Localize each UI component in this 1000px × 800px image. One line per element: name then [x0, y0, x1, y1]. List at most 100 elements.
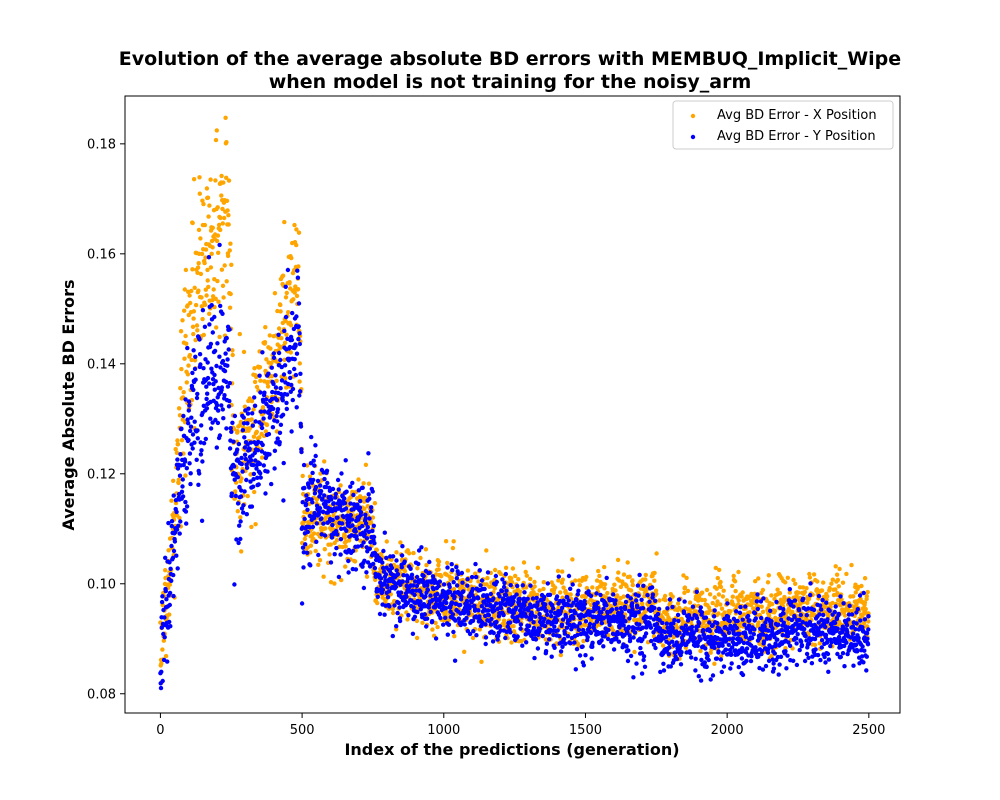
data-point	[184, 466, 189, 471]
data-point	[706, 657, 711, 663]
data-point	[252, 403, 258, 408]
data-point	[806, 596, 812, 602]
data-point	[179, 438, 185, 443]
data-point	[292, 222, 297, 228]
data-point	[191, 177, 197, 182]
data-point	[301, 462, 307, 468]
data-point	[754, 599, 760, 604]
data-point	[242, 445, 248, 450]
data-point	[641, 583, 646, 588]
data-point	[846, 617, 851, 622]
data-point	[507, 591, 513, 597]
data-point	[804, 651, 810, 657]
data-point	[184, 380, 189, 385]
data-point	[705, 653, 710, 659]
data-point	[218, 215, 223, 221]
data-point	[630, 578, 635, 583]
data-point	[206, 214, 211, 219]
data-point	[636, 610, 641, 615]
data-point	[637, 572, 642, 578]
data-point	[809, 661, 815, 666]
data-point	[237, 331, 242, 337]
data-point	[276, 326, 282, 331]
data-point	[841, 601, 846, 606]
data-point	[366, 451, 371, 456]
data-point	[361, 540, 366, 545]
data-point	[501, 584, 507, 590]
data-point	[503, 592, 509, 598]
data-point	[366, 492, 371, 497]
data-point	[197, 191, 202, 196]
data-point	[342, 496, 347, 501]
data-point	[730, 636, 736, 641]
data-point	[205, 278, 210, 283]
data-point	[190, 220, 195, 226]
data-point	[335, 532, 340, 537]
data-point	[772, 608, 778, 614]
data-point	[238, 494, 244, 499]
data-point	[252, 450, 257, 456]
data-point	[224, 140, 229, 145]
data-point	[418, 555, 423, 561]
data-point	[265, 469, 270, 474]
data-point	[450, 612, 456, 617]
data-point	[861, 621, 867, 626]
data-point	[291, 297, 296, 302]
data-point	[330, 517, 335, 523]
data-point	[220, 407, 225, 412]
data-point	[302, 516, 307, 522]
data-point	[394, 568, 399, 573]
data-point	[318, 488, 324, 494]
data-point	[825, 594, 830, 599]
data-point	[613, 588, 618, 593]
data-point	[167, 590, 173, 596]
data-point	[675, 601, 681, 606]
data-point	[483, 641, 488, 647]
data-point	[719, 654, 724, 659]
data-point	[219, 385, 225, 390]
data-point	[219, 173, 224, 179]
data-point	[400, 579, 405, 584]
data-point	[740, 617, 745, 622]
data-point	[616, 570, 621, 575]
data-point	[187, 352, 193, 358]
data-point	[371, 534, 377, 540]
data-point	[451, 580, 456, 585]
data-point	[498, 571, 503, 577]
data-point	[353, 529, 358, 534]
data-point	[662, 593, 668, 599]
data-point	[380, 560, 385, 565]
data-point	[744, 658, 749, 664]
data-point	[282, 340, 288, 345]
data-point	[261, 416, 266, 421]
data-point	[781, 611, 786, 616]
data-point	[855, 607, 860, 612]
data-point	[739, 594, 744, 599]
data-point	[186, 437, 191, 443]
data-point	[253, 522, 258, 527]
data-point	[502, 580, 507, 586]
data-point	[408, 566, 413, 571]
data-point	[768, 608, 773, 613]
data-point	[676, 618, 681, 624]
data-point	[364, 536, 370, 541]
data-point	[720, 594, 726, 599]
data-point	[248, 479, 253, 484]
data-point	[596, 568, 601, 574]
data-point	[755, 606, 760, 612]
data-point	[859, 583, 864, 589]
data-point	[524, 585, 529, 590]
data-point	[430, 627, 435, 632]
data-point	[204, 186, 210, 191]
data-point	[311, 477, 316, 483]
data-point	[160, 647, 165, 652]
data-point	[851, 594, 856, 599]
data-point	[184, 521, 189, 526]
data-point	[513, 573, 518, 579]
data-point	[829, 640, 834, 645]
data-point	[430, 619, 435, 624]
data-point	[435, 624, 440, 630]
data-point	[351, 492, 356, 498]
data-point	[190, 432, 196, 437]
data-point	[619, 601, 625, 606]
